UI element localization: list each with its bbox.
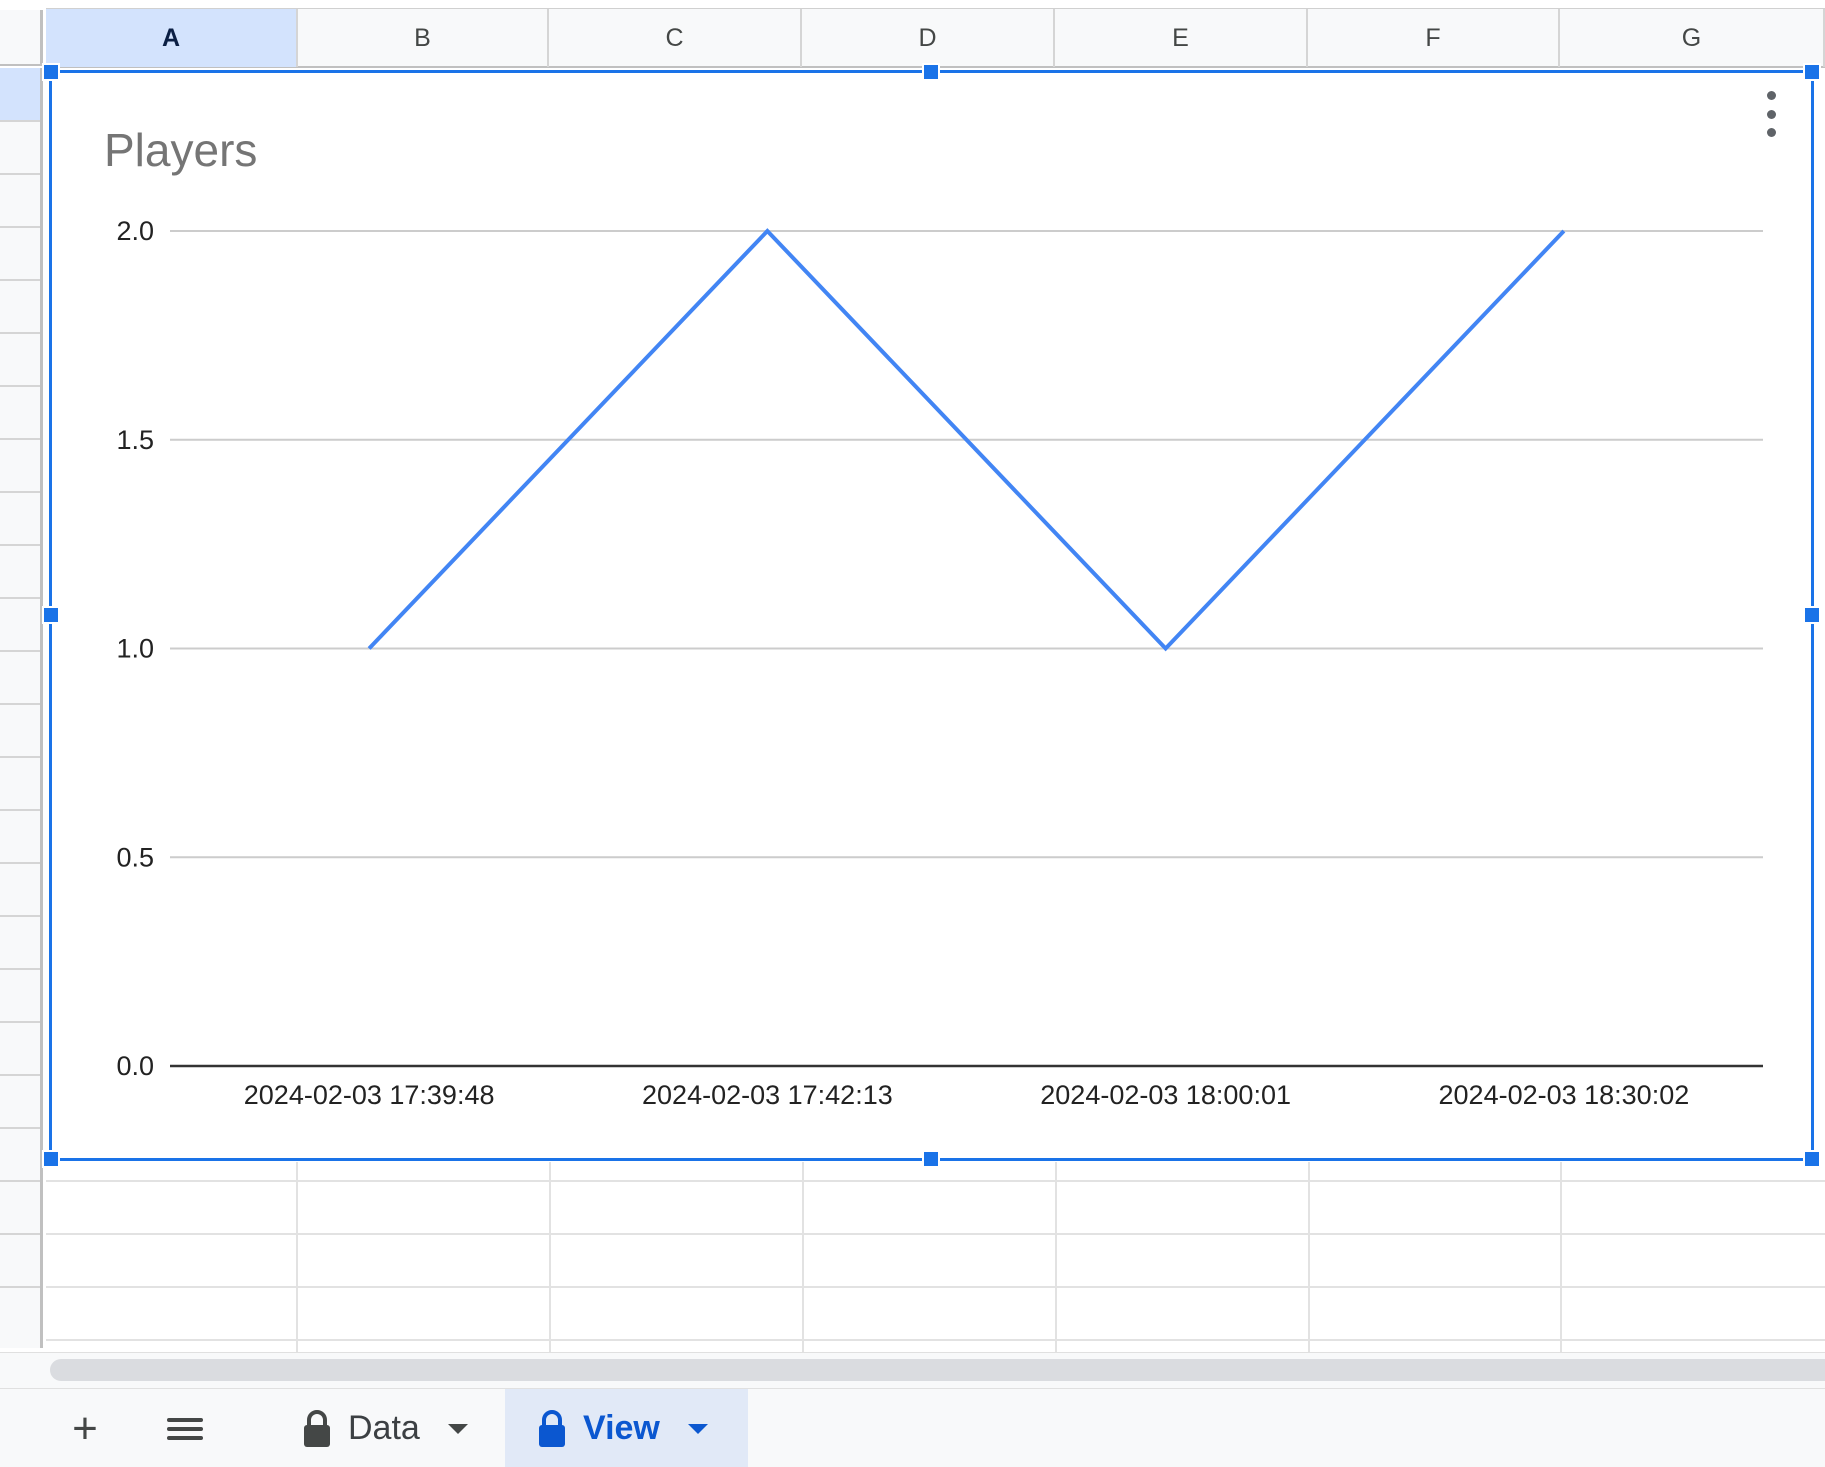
chevron-down-icon[interactable] — [687, 1423, 708, 1434]
column-header-a[interactable]: A — [46, 9, 298, 67]
x-tick-label: 2024-02-03 17:39:48 — [244, 1080, 495, 1110]
tab-data-label: Data — [348, 1409, 420, 1447]
x-tick-label: 2024-02-03 17:42:13 — [642, 1080, 893, 1110]
resize-handle-left[interactable] — [42, 606, 60, 624]
resize-handle-top-right[interactable] — [1803, 63, 1821, 81]
tab-data[interactable]: Data — [270, 1389, 500, 1467]
column-header-e[interactable]: E — [1055, 9, 1308, 67]
sheet-tab-bar: + Data View — [0, 1388, 1825, 1467]
embedded-chart[interactable]: Players 0.0 0.5 1.0 1.5 2.0 2024-02-03 17:39:… — [42, 63, 1821, 1168]
add-sheet-button[interactable]: + — [50, 1389, 120, 1467]
more-vertical-icon[interactable] — [1759, 91, 1783, 137]
x-tick-label: 2024-02-03 18:00:01 — [1040, 1080, 1291, 1110]
x-tick-label: 2024-02-03 18:30:02 — [1439, 1080, 1690, 1110]
resize-handle-top[interactable] — [922, 63, 940, 81]
y-tick-label: 1.0 — [116, 634, 154, 664]
resize-handle-bottom[interactable] — [922, 1150, 940, 1168]
column-header-f[interactable]: F — [1308, 9, 1560, 67]
scrollbar-thumb[interactable] — [50, 1359, 1825, 1381]
plus-icon: + — [72, 1403, 98, 1453]
column-header-b[interactable]: B — [298, 9, 549, 67]
chart-title: Players — [104, 124, 258, 176]
chevron-down-icon[interactable] — [447, 1423, 468, 1434]
tab-view-label: View — [583, 1409, 660, 1447]
line-chart: 0.0 0.5 1.0 1.5 2.0 2024-02-03 17:39:48 2024-0… — [116, 216, 1763, 1110]
y-tick-label: 0.0 — [116, 1051, 154, 1081]
column-header-c[interactable]: C — [549, 9, 802, 67]
row-header-selected[interactable] — [0, 68, 40, 120]
resize-handle-bottom-right[interactable] — [1803, 1150, 1821, 1168]
row-header-strip — [0, 68, 43, 1348]
menu-icon — [167, 1413, 203, 1445]
series-line — [367, 228, 1566, 652]
y-tick-label: 0.5 — [116, 842, 154, 872]
cell-grid[interactable] — [46, 1162, 1825, 1352]
resize-handle-top-left[interactable] — [42, 63, 60, 81]
horizontal-scrollbar[interactable] — [0, 1352, 1825, 1388]
select-all-corner[interactable] — [0, 10, 43, 66]
lock-icon — [304, 1409, 330, 1447]
lock-icon — [539, 1409, 565, 1447]
all-sheets-button[interactable] — [150, 1389, 220, 1467]
column-header-row: A B C D E F G — [46, 8, 1825, 68]
resize-handle-right[interactable] — [1803, 606, 1821, 624]
resize-handle-bottom-left[interactable] — [42, 1150, 60, 1168]
tab-view[interactable]: View — [505, 1389, 748, 1467]
column-header-d[interactable]: D — [802, 9, 1055, 67]
y-tick-label: 1.5 — [116, 425, 154, 455]
column-header-g[interactable]: G — [1560, 9, 1825, 67]
y-tick-label: 2.0 — [116, 216, 154, 246]
